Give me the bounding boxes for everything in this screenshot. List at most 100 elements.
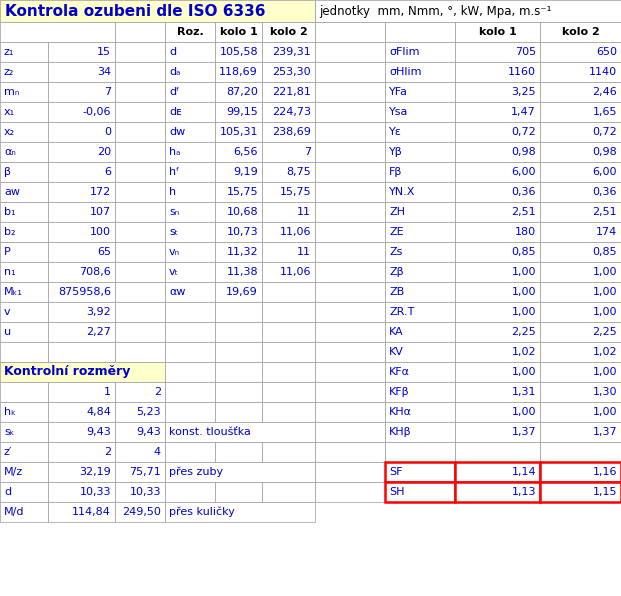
Bar: [385, 402, 455, 422]
Bar: [215, 262, 262, 282]
Bar: [455, 182, 540, 202]
Text: 0,98: 0,98: [592, 147, 617, 157]
Text: 10,33: 10,33: [130, 487, 161, 497]
Bar: [385, 202, 455, 222]
Text: 4: 4: [154, 447, 161, 457]
Bar: [455, 342, 540, 362]
Text: 180: 180: [515, 227, 536, 237]
Text: 2,25: 2,25: [511, 327, 536, 337]
Bar: [315, 102, 385, 122]
Bar: [215, 222, 262, 242]
Bar: [262, 262, 315, 282]
Bar: [540, 282, 621, 302]
Bar: [455, 82, 540, 102]
Bar: [540, 102, 621, 122]
Bar: [315, 442, 385, 462]
Text: 6,00: 6,00: [512, 167, 536, 177]
Bar: [540, 82, 621, 102]
Bar: [315, 382, 385, 402]
Text: 1,00: 1,00: [592, 307, 617, 317]
Bar: [455, 122, 540, 142]
Bar: [315, 182, 385, 202]
Bar: [0, 102, 48, 122]
Text: ZE: ZE: [389, 227, 404, 237]
Bar: [315, 42, 385, 62]
Text: d: d: [169, 47, 176, 57]
Bar: [115, 42, 165, 62]
Bar: [315, 162, 385, 182]
Bar: [315, 142, 385, 162]
Text: 107: 107: [90, 207, 111, 217]
Bar: [0, 62, 48, 82]
Bar: [115, 22, 165, 42]
Bar: [315, 362, 385, 382]
Bar: [215, 122, 262, 142]
Text: 2,51: 2,51: [592, 207, 617, 217]
Bar: [315, 262, 385, 282]
Bar: [48, 482, 115, 502]
Text: 1,30: 1,30: [592, 387, 617, 397]
Text: aᴡ: aᴡ: [4, 187, 20, 197]
Bar: [385, 342, 455, 362]
Text: M/d: M/d: [4, 507, 24, 517]
Text: 6: 6: [104, 167, 111, 177]
Text: vₙ: vₙ: [169, 247, 180, 257]
Bar: [262, 42, 315, 62]
Text: 2: 2: [104, 447, 111, 457]
Bar: [540, 262, 621, 282]
Text: 8,75: 8,75: [286, 167, 311, 177]
Bar: [0, 322, 48, 342]
Text: 1,00: 1,00: [592, 287, 617, 297]
Text: 875958,6: 875958,6: [58, 287, 111, 297]
Bar: [262, 102, 315, 122]
Bar: [48, 342, 115, 362]
Bar: [165, 142, 215, 162]
Bar: [215, 482, 262, 502]
Bar: [0, 442, 48, 462]
Bar: [165, 162, 215, 182]
Bar: [115, 302, 165, 322]
Bar: [115, 462, 165, 482]
Text: sₜ: sₜ: [169, 227, 178, 237]
Bar: [262, 62, 315, 82]
Bar: [115, 442, 165, 462]
Text: dₐ: dₐ: [169, 67, 181, 77]
Text: SH: SH: [389, 487, 404, 497]
Text: 20: 20: [97, 147, 111, 157]
Text: 1160: 1160: [508, 67, 536, 77]
Text: 3,92: 3,92: [86, 307, 111, 317]
Text: M/z: M/z: [4, 467, 23, 477]
Bar: [315, 302, 385, 322]
Bar: [48, 442, 115, 462]
Text: 172: 172: [90, 187, 111, 197]
Bar: [48, 182, 115, 202]
Bar: [48, 222, 115, 242]
Text: z₂: z₂: [4, 67, 14, 77]
Text: ZR.T: ZR.T: [389, 307, 414, 317]
Text: b₂: b₂: [4, 227, 16, 237]
Text: Zβ: Zβ: [389, 267, 404, 277]
Bar: [385, 422, 455, 442]
Bar: [215, 242, 262, 262]
Text: 105,31: 105,31: [219, 127, 258, 137]
Bar: [455, 442, 540, 462]
Text: z₁: z₁: [4, 47, 14, 57]
Text: 114,84: 114,84: [72, 507, 111, 517]
Bar: [215, 42, 262, 62]
Bar: [48, 42, 115, 62]
Bar: [315, 402, 385, 422]
Text: 0,72: 0,72: [511, 127, 536, 137]
Bar: [315, 122, 385, 142]
Bar: [0, 402, 48, 422]
Text: Kontrola ozubeni dle ISO 6336: Kontrola ozubeni dle ISO 6336: [5, 4, 266, 18]
Bar: [48, 102, 115, 122]
Text: 100: 100: [90, 227, 111, 237]
Bar: [48, 462, 115, 482]
Bar: [165, 222, 215, 242]
Bar: [48, 142, 115, 162]
Text: 11,06: 11,06: [279, 227, 311, 237]
Bar: [385, 42, 455, 62]
Bar: [262, 282, 315, 302]
Text: KFβ: KFβ: [389, 387, 410, 397]
Text: Yε: Yε: [389, 127, 402, 137]
